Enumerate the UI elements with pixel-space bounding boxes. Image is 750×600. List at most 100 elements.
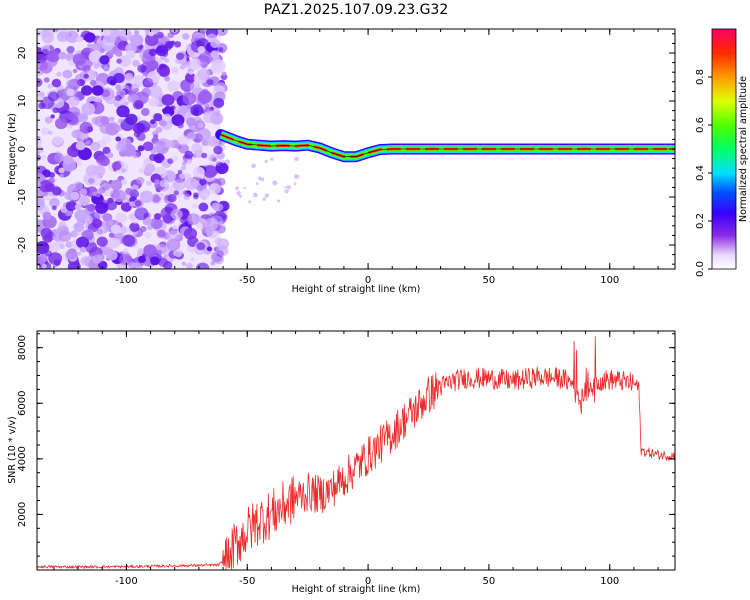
noise-blob bbox=[201, 226, 214, 238]
ridge-centerline bbox=[220, 134, 675, 157]
noise-blob bbox=[42, 211, 52, 220]
noise-blob bbox=[183, 227, 198, 240]
noise-blob bbox=[215, 203, 224, 211]
noise-blob bbox=[79, 121, 93, 134]
noise-blob bbox=[106, 249, 118, 261]
noise-blob bbox=[141, 108, 150, 116]
noise-blob bbox=[96, 193, 101, 198]
noise-blob bbox=[80, 256, 91, 266]
noise-blob bbox=[136, 120, 151, 133]
x-tick-label: 50 bbox=[483, 576, 496, 587]
noise-blob bbox=[186, 117, 196, 127]
noise-blob bbox=[153, 134, 159, 139]
noise-blob bbox=[47, 242, 59, 253]
x-tick-label: 50 bbox=[483, 275, 496, 286]
noise-blob bbox=[137, 248, 144, 254]
snr-series bbox=[37, 335, 675, 570]
noise-blob bbox=[70, 230, 78, 238]
noise-blob bbox=[187, 213, 200, 225]
noise-blob bbox=[81, 102, 96, 116]
snr-frame bbox=[36, 330, 676, 571]
noise-blob bbox=[119, 253, 132, 266]
spectrogram-y-label: Frequency (Hz) bbox=[7, 113, 18, 185]
noise-blob bbox=[180, 165, 187, 171]
noise-blob bbox=[184, 150, 194, 159]
noise-blob bbox=[243, 186, 246, 190]
noise-blob bbox=[37, 78, 43, 87]
noise-blob bbox=[94, 115, 108, 128]
noise-blob bbox=[143, 244, 157, 257]
noise-blob bbox=[139, 190, 154, 203]
noise-blob bbox=[74, 223, 80, 229]
noise-blob bbox=[157, 229, 166, 238]
noise-blob bbox=[167, 80, 180, 92]
noise-blob bbox=[159, 179, 169, 188]
noise-blob bbox=[37, 155, 42, 161]
noise-blob bbox=[37, 194, 45, 206]
noise-blob bbox=[187, 159, 193, 165]
noise-blob bbox=[210, 62, 224, 75]
noise-blob bbox=[105, 200, 118, 211]
noise-blob bbox=[66, 79, 76, 89]
noise-blob bbox=[262, 197, 267, 201]
noise-blob bbox=[116, 105, 130, 118]
noise-blob bbox=[212, 157, 217, 162]
noise-blob bbox=[110, 179, 123, 191]
snr-y-label: SNR (10 * v/v) bbox=[7, 416, 18, 484]
noise-blob bbox=[81, 229, 94, 241]
noise-blob bbox=[153, 153, 165, 164]
noise-blob bbox=[162, 113, 172, 122]
spectrogram-x-label: Height of straight line (km) bbox=[292, 284, 421, 295]
snr-x-ticks: -100 -50 0 50 100 bbox=[53, 331, 659, 587]
noise-blob bbox=[137, 255, 146, 263]
noise-blob bbox=[77, 231, 83, 236]
noise-blob bbox=[54, 153, 65, 163]
noise-blob bbox=[238, 194, 242, 198]
noise-blob bbox=[41, 48, 49, 56]
noise-blob bbox=[221, 71, 227, 77]
noise-blob bbox=[209, 183, 222, 195]
noise-blob bbox=[118, 55, 132, 67]
noise-blob bbox=[122, 234, 136, 247]
noise-blob bbox=[136, 176, 145, 185]
noise-blob bbox=[102, 146, 111, 155]
noise-blob bbox=[164, 76, 171, 82]
noise-blob bbox=[284, 189, 289, 194]
noise-blob bbox=[137, 145, 145, 152]
noise-blob bbox=[96, 154, 109, 166]
noise-blob bbox=[126, 45, 132, 51]
noise-blob bbox=[144, 33, 159, 47]
noise-blob bbox=[215, 29, 228, 36]
noise-blob bbox=[116, 58, 122, 64]
noise-blob bbox=[158, 140, 164, 146]
noise-blob bbox=[55, 118, 68, 130]
noise-blob bbox=[115, 212, 128, 223]
noise-blob bbox=[132, 99, 144, 110]
noise-blob bbox=[206, 79, 214, 86]
noise-blob bbox=[137, 64, 147, 73]
noise-blob bbox=[277, 199, 280, 203]
noise-blob bbox=[295, 174, 300, 179]
noise-blob bbox=[126, 50, 136, 59]
noise-blob bbox=[148, 31, 155, 37]
noise-blob bbox=[139, 226, 147, 233]
noise-blob bbox=[48, 177, 55, 184]
noise-blob bbox=[235, 186, 240, 191]
noise-blob bbox=[92, 191, 97, 197]
noise-blob bbox=[92, 254, 103, 264]
noise-blob bbox=[155, 45, 169, 57]
noise-blob bbox=[94, 96, 102, 102]
noise-blob bbox=[190, 257, 195, 262]
noise-blob bbox=[60, 206, 68, 213]
noise-blob bbox=[210, 50, 220, 59]
noise-region bbox=[37, 29, 300, 269]
noise-blob bbox=[165, 40, 174, 49]
noise-blob bbox=[77, 161, 83, 167]
noise-blob bbox=[124, 101, 129, 106]
noise-blob bbox=[43, 77, 50, 83]
noise-blob bbox=[161, 94, 175, 106]
noise-blob bbox=[106, 152, 114, 159]
noise-blob bbox=[89, 141, 101, 151]
noise-blob bbox=[37, 137, 42, 145]
